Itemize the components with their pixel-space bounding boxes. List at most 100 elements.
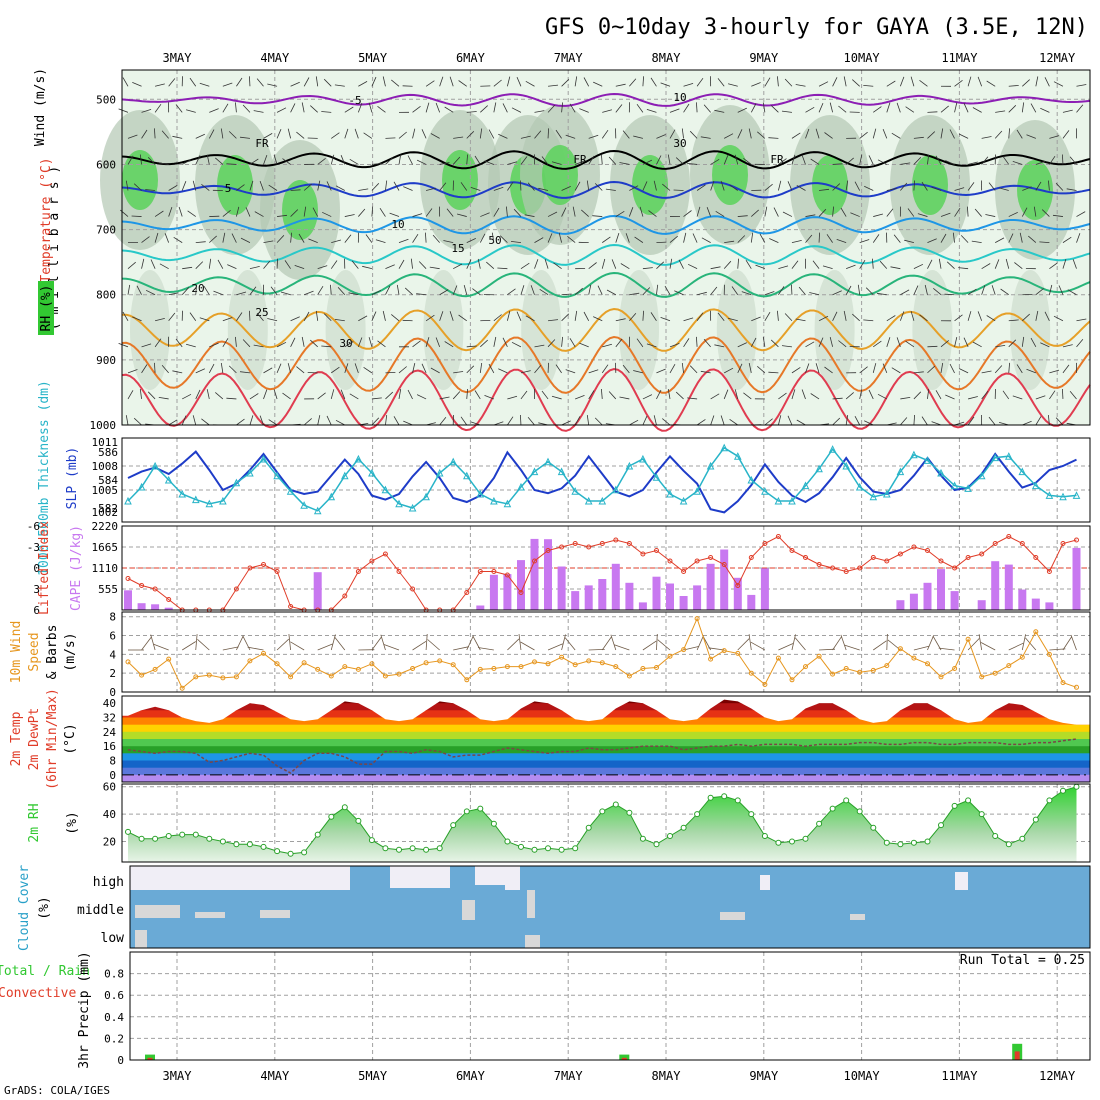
slp-tick: 1002 (92, 506, 119, 519)
wind-barb (913, 414, 915, 426)
wind-barb (859, 259, 866, 269)
wind10m-barb (967, 638, 980, 651)
isotherm-15 (121, 243, 1091, 266)
wind-barb (876, 292, 887, 296)
thickness-point (788, 496, 796, 505)
wind-barb (798, 286, 806, 295)
run-total: Run Total = 0.25 (960, 953, 1085, 968)
rh2m-point (287, 850, 294, 857)
li-point (721, 562, 727, 567)
rh2m-point (125, 828, 131, 835)
wind-barb (597, 285, 603, 295)
top-date-label: 8MAY (652, 51, 682, 65)
wind-barb (122, 311, 129, 321)
wind-barb (510, 241, 521, 244)
wind-barb (507, 76, 511, 87)
wind-barb (493, 102, 497, 113)
wind10m-barb (794, 637, 806, 651)
wind-barb (317, 285, 324, 295)
wind-barb (195, 284, 197, 295)
wind-barb (933, 287, 942, 296)
wind-barb (667, 389, 671, 400)
cape-bar (517, 560, 525, 610)
rh2m-point (585, 824, 592, 831)
wind-barb (217, 259, 224, 269)
wind-barb (192, 180, 197, 191)
rh2m-point (314, 831, 321, 838)
wind-barb (873, 340, 882, 348)
cape-bar (313, 572, 322, 610)
wind-barb (344, 214, 355, 217)
wind-barb (154, 232, 159, 243)
wind10m-point (1046, 651, 1052, 657)
wind10m-point (437, 658, 443, 664)
cape-bar (747, 594, 756, 610)
wind-tick: 6 (109, 630, 116, 643)
bottom-date-label: 7MAY (554, 1069, 584, 1083)
wind-barb (460, 182, 468, 191)
wind-barb (127, 369, 138, 374)
wind-barb (859, 389, 863, 400)
thickness-point (639, 454, 647, 463)
isotherm-minus5 (121, 92, 1091, 107)
wind10m-point (938, 674, 944, 680)
rh2m-point (260, 843, 267, 850)
cloud-cover-panel: high middle low Cloud Cover (%) (17, 865, 1091, 951)
wind-barb (683, 232, 687, 243)
wind-barb (900, 397, 911, 400)
wind-barb (439, 162, 450, 165)
wind-barb (977, 311, 983, 321)
wind-barb (220, 128, 224, 139)
wind-barb (945, 394, 955, 400)
wind-barb (971, 240, 982, 244)
wind10m-barb (737, 638, 750, 651)
wind-barb (620, 263, 630, 270)
rh2m-point (396, 846, 402, 853)
li-point (1074, 537, 1079, 543)
wind-barb (991, 285, 996, 295)
rh2m-point (341, 804, 348, 811)
wind-barb (507, 288, 516, 296)
wind-barb (859, 131, 868, 139)
wind-barb (968, 161, 978, 165)
wind-barb (139, 154, 142, 165)
wind-barb (809, 292, 820, 296)
wind-barb (439, 76, 444, 87)
wind10m-point (369, 661, 375, 667)
wind-barb (656, 389, 662, 400)
wind-barb (791, 284, 793, 295)
wind-barb (479, 128, 483, 139)
wind-barb (541, 390, 549, 400)
wind-barb (263, 240, 274, 244)
cape-frame (121, 525, 1091, 611)
wind-barb (412, 363, 416, 373)
wind-barb (1008, 85, 1019, 87)
wind-barb (913, 285, 919, 295)
rh2m-label: 2m RH (27, 803, 42, 842)
wind-barb (1049, 390, 1056, 400)
wind-barb (348, 292, 359, 296)
wind-barb (764, 311, 771, 321)
wind-barb (1008, 211, 1018, 217)
wind-barb (375, 239, 386, 243)
wind-barb (209, 235, 217, 243)
wind-barb (843, 76, 847, 87)
wind-barb (396, 284, 400, 295)
wind10m-point (816, 653, 822, 659)
wind-barb (561, 313, 570, 322)
wind10m-barb (1070, 634, 1077, 651)
wind-barb (963, 103, 969, 113)
wind-barb (615, 210, 625, 217)
thickness-point (625, 461, 634, 470)
rh2m-point (1005, 841, 1012, 848)
wind-barb (696, 419, 706, 426)
wind-barb (574, 181, 581, 191)
cloud-high-block (760, 875, 770, 890)
wind-barb (220, 362, 224, 373)
slp-tick: 1008 (92, 460, 119, 473)
cape-bar (137, 603, 146, 610)
wind10m-point (870, 667, 876, 673)
wind-barb (917, 213, 928, 217)
wind-barb (199, 317, 210, 322)
